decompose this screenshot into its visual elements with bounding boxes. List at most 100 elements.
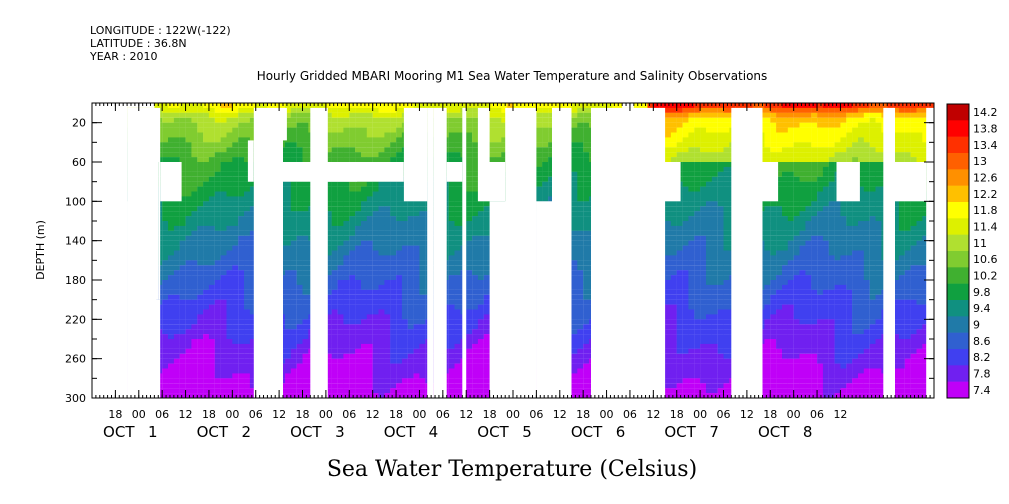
colorbar-swatch	[947, 332, 969, 350]
x-month-label: OCT	[477, 423, 509, 441]
colorbar-label: 11.4	[973, 221, 998, 234]
x-hour-label: 18	[202, 408, 216, 421]
colorbar-swatch	[947, 234, 969, 252]
x-hour-label: 06	[810, 408, 824, 421]
y-axis: 20 60 100 140 180 220 260 300	[65, 102, 934, 405]
missing-data-block	[427, 107, 433, 398]
colorbar-swatch	[947, 169, 969, 186]
colorbar-frame	[946, 103, 970, 399]
missing-data-block	[310, 107, 328, 398]
colorbar-label: 8.2	[973, 351, 991, 364]
x-axis: 18 00 06 12 18 00 06 12 18 00 06 12 18 00 06 12 18 00 06 12…	[91, 103, 935, 441]
missing-data-block	[253, 107, 283, 398]
x-hour-label: 18	[670, 408, 684, 421]
missing-data-block	[477, 107, 490, 162]
missing-data-block	[92, 103, 128, 398]
missing-data-block	[127, 103, 155, 108]
x-hour-label: 06	[342, 408, 356, 421]
colorbar: 14.2 13.8 13.4 13 12.6 12.2 11.8 11.4 11 10.6 10.2…	[946, 103, 998, 399]
colorbar-swatch	[947, 104, 969, 121]
x-day-label: 1	[148, 423, 158, 441]
x-day-label: 4	[429, 423, 439, 441]
colorbar-swatch	[947, 202, 969, 219]
x-hour-label: 00	[787, 408, 801, 421]
x-hour-label: 12	[646, 408, 660, 421]
x-hour-label: 18	[483, 408, 497, 421]
x-hour-label: 06	[249, 408, 263, 421]
colorbar-swatch	[947, 120, 969, 137]
colorbar-swatch	[947, 316, 969, 333]
x-hour-label: 12	[553, 408, 567, 421]
x-month-label: OCT	[664, 423, 696, 441]
colorbar-swatch	[947, 136, 969, 154]
colorbar-label: 7.4	[973, 384, 991, 397]
missing-data-block	[489, 201, 537, 398]
colorbar-label: 8.6	[973, 335, 991, 348]
colorbar-label: 13	[973, 155, 987, 168]
x-month-label: OCT	[290, 423, 322, 441]
missing-data-regions	[92, 103, 934, 398]
y-tick-label: 300	[65, 392, 86, 405]
colorbar-swatch	[947, 283, 969, 301]
y-tick-label: 20	[72, 117, 86, 130]
x-month-label: OCT	[103, 423, 135, 441]
colorbar-swatch	[947, 381, 969, 399]
colorbar-label: 13.4	[973, 139, 998, 152]
y-tick-label: 100	[65, 195, 86, 208]
colorbar-label: 10.6	[973, 253, 998, 266]
colorbar-label: 11.8	[973, 204, 998, 217]
colorbar-label: 12.2	[973, 188, 998, 201]
colorbar-label: 13.8	[973, 123, 998, 136]
x-hour-label: 12	[740, 408, 754, 421]
missing-data-block	[127, 201, 157, 398]
x-hour-label: 00	[319, 408, 333, 421]
x-hour-label: 18	[108, 408, 122, 421]
x-hour-label: 12	[272, 408, 286, 421]
x-hour-label: 12	[366, 408, 380, 421]
x-hour-label: 00	[693, 408, 707, 421]
missing-data-block	[127, 107, 161, 162]
y-tick-label: 260	[65, 353, 86, 366]
missing-data-block	[895, 162, 927, 202]
longitude-label: LONGITUDE : 122W(-122)	[90, 24, 231, 37]
colorbar-swatch	[947, 267, 969, 284]
missing-data-block	[883, 107, 895, 398]
x-hour-label: 18	[576, 408, 590, 421]
missing-data-block	[247, 140, 254, 182]
x-day-label: 3	[335, 423, 345, 441]
colorbar-label: 9	[973, 319, 980, 332]
year-label: YEAR : 2010	[90, 50, 158, 63]
missing-data-block	[622, 103, 634, 108]
x-hour-label: 12	[459, 408, 473, 421]
y-tick-label: 140	[65, 235, 86, 248]
colorbar-label: 11	[973, 237, 987, 250]
x-hour-label: 06	[436, 408, 450, 421]
missing-data-block	[403, 107, 428, 202]
x-hour-label: 06	[155, 408, 169, 421]
y-axis-label: DEPTH (m)	[34, 220, 47, 280]
missing-data-block	[926, 107, 934, 398]
colorbar-swatch	[947, 365, 969, 382]
y-tick-label: 60	[72, 156, 86, 169]
x-day-label: 7	[709, 423, 719, 441]
x-month-label: OCT	[197, 423, 229, 441]
x-day-label: 2	[242, 423, 252, 441]
x-hour-label: 18	[389, 408, 403, 421]
colorbar-label: 7.8	[973, 368, 991, 381]
colorbar-label: 9.4	[973, 302, 991, 315]
missing-data-block	[762, 162, 779, 202]
colorbar-label: 10.2	[973, 270, 998, 283]
x-hour-label: 00	[506, 408, 520, 421]
x-hour-label: 00	[132, 408, 146, 421]
x-day-label: 8	[803, 423, 813, 441]
x-month-label: OCT	[384, 423, 416, 441]
y-tick-label: 220	[65, 313, 86, 326]
colorbar-swatch	[947, 300, 969, 317]
x-day-label: 6	[616, 423, 626, 441]
colorbar-swatch	[947, 218, 969, 235]
y-tick-label: 180	[65, 274, 86, 287]
missing-data-block	[433, 107, 447, 398]
x-hour-label: 06	[623, 408, 637, 421]
x-hour-label: 18	[296, 408, 310, 421]
